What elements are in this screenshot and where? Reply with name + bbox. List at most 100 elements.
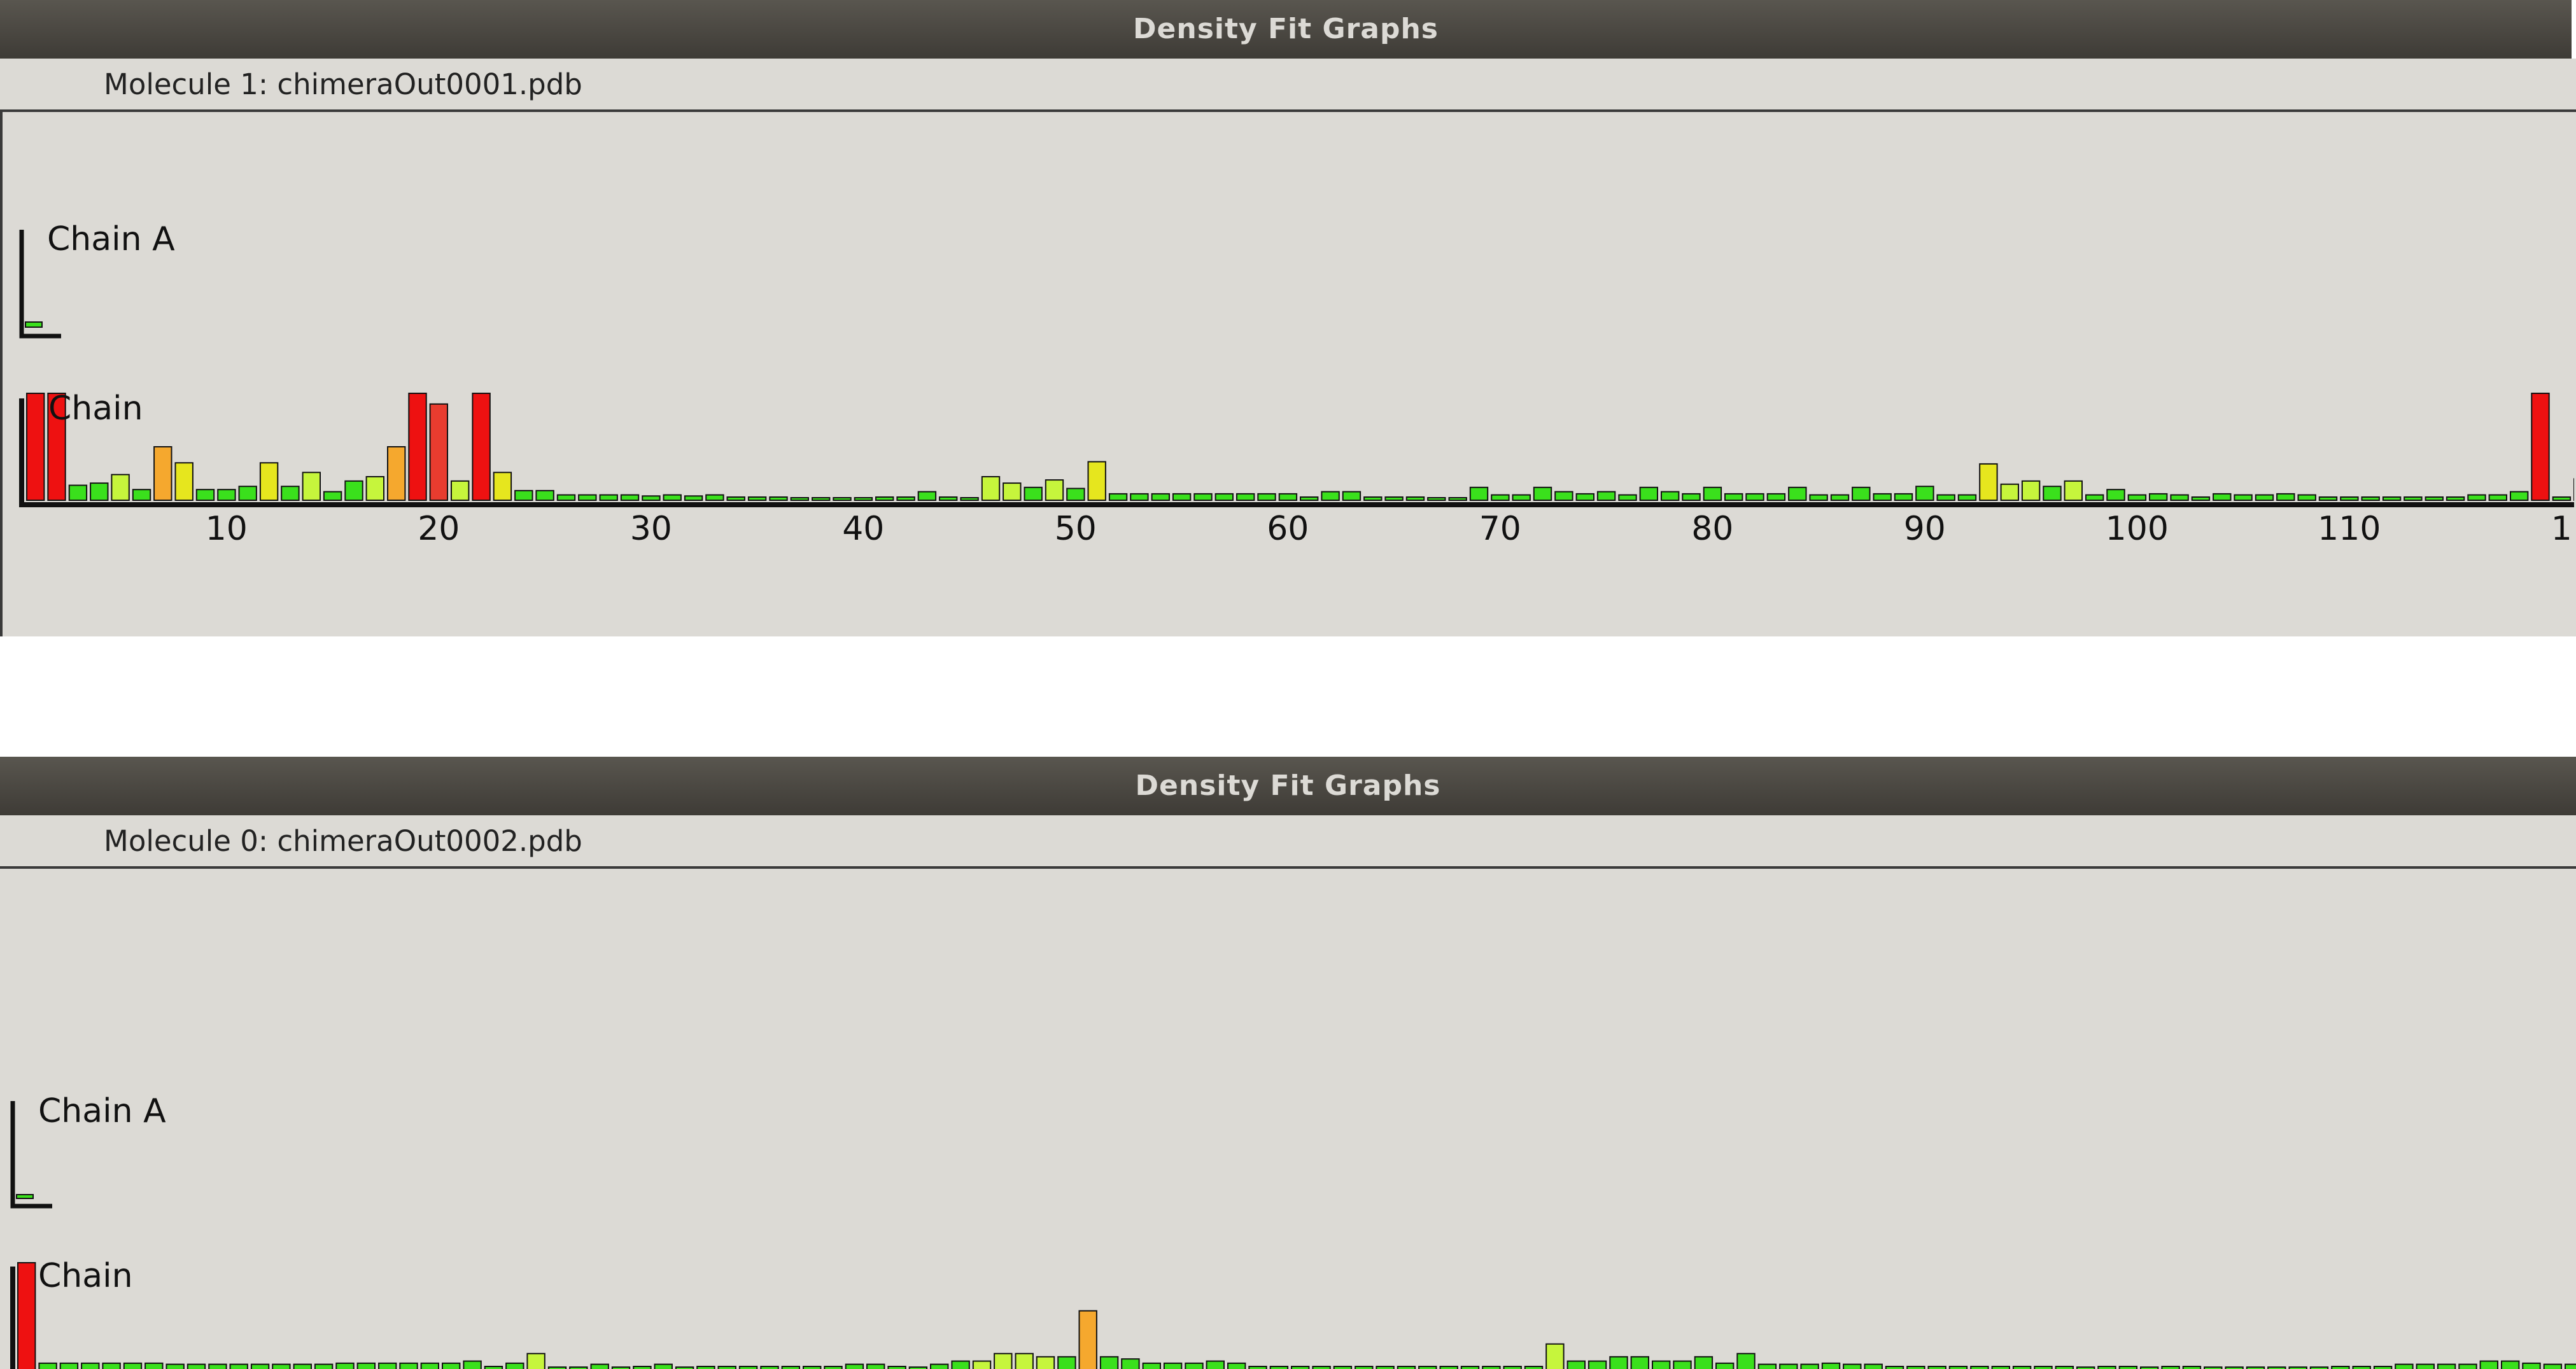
residue-bar[interactable] — [90, 482, 109, 501]
residue-bar[interactable] — [2182, 1366, 2202, 1369]
residue-bar[interactable] — [314, 1363, 334, 1369]
residue-bar[interactable] — [1736, 1352, 1756, 1369]
residue-bar[interactable] — [1460, 1366, 1480, 1369]
residue-bar[interactable] — [590, 1363, 609, 1369]
residue-bar[interactable] — [1830, 494, 1850, 501]
residue-bar[interactable] — [1469, 486, 1489, 501]
residue-bar[interactable] — [442, 1362, 461, 1369]
residue-bar[interactable] — [1652, 1360, 1671, 1369]
residue-bar[interactable] — [1278, 493, 1298, 502]
residue-bar[interactable] — [908, 1366, 928, 1369]
residue-bar[interactable] — [2225, 1366, 2244, 1369]
residue-bar[interactable] — [1024, 486, 1043, 501]
residue-bar[interactable] — [217, 489, 236, 502]
residue-bar[interactable] — [451, 480, 470, 501]
residue-bar[interactable] — [1206, 1360, 1225, 1369]
residue-bar[interactable] — [1630, 1356, 1650, 1369]
residue-bar[interactable] — [1673, 1360, 1692, 1369]
residue-bar[interactable] — [684, 495, 703, 501]
residue-bar[interactable] — [1418, 1366, 1437, 1369]
residue-bar[interactable] — [250, 1363, 270, 1369]
residue-bar[interactable] — [1376, 1366, 1395, 1369]
residue-bar[interactable] — [1342, 491, 1362, 501]
residue-bar[interactable] — [2246, 1366, 2265, 1369]
residue-bar[interactable] — [1257, 493, 1276, 502]
residue-bar[interactable] — [187, 1363, 206, 1369]
residue-bar[interactable] — [1873, 493, 1892, 502]
residue-bar[interactable] — [1312, 1366, 1331, 1369]
residue-bar[interactable] — [111, 474, 130, 502]
residue-bar[interactable] — [281, 486, 300, 502]
density-fit-chart-1[interactable]: Chain A Chain 10 20 30 40 50 60 70 80 90 100 110 1 — [3, 112, 2574, 636]
residue-bar[interactable] — [2318, 496, 2338, 501]
residue-bar[interactable] — [259, 462, 279, 502]
residue-bar[interactable] — [1524, 1366, 1544, 1369]
residue-bar[interactable] — [569, 1366, 588, 1369]
residue-bar[interactable] — [1172, 493, 1192, 502]
residue-bar[interactable] — [556, 494, 576, 501]
residue-bar[interactable] — [2331, 1366, 2350, 1369]
residue-bar[interactable] — [2267, 1366, 2286, 1369]
residue-bar[interactable] — [1269, 1366, 1289, 1369]
residue-bar[interactable] — [1566, 1360, 1586, 1369]
residue-bar[interactable] — [875, 496, 894, 501]
residue-bar[interactable] — [102, 1362, 121, 1369]
residue-bar[interactable] — [1809, 494, 1828, 501]
residue-bar[interactable] — [344, 480, 363, 501]
residue-bar[interactable] — [1163, 1362, 1183, 1369]
residue-bar[interactable] — [887, 1366, 906, 1369]
residue-bar[interactable] — [2395, 1363, 2414, 1369]
residue-bar[interactable] — [620, 494, 640, 501]
residue-bar[interactable] — [1724, 493, 1743, 502]
residue-bar[interactable] — [514, 489, 533, 502]
residue-bar[interactable] — [866, 1363, 885, 1369]
residue-bar[interactable] — [824, 1366, 843, 1369]
residue-bar[interactable] — [1003, 482, 1022, 501]
residue-bar[interactable] — [208, 1363, 227, 1369]
residue-bar[interactable] — [153, 446, 172, 501]
residue-bar[interactable] — [1066, 488, 1085, 501]
residue-bar[interactable] — [633, 1366, 652, 1369]
residue-bar[interactable] — [1099, 1356, 1119, 1369]
residue-bar[interactable] — [2043, 486, 2062, 502]
residue-bar[interactable] — [2097, 1366, 2116, 1369]
residue-bar[interactable] — [2467, 494, 2486, 501]
residue-bar[interactable] — [2416, 1363, 2435, 1369]
residue-bar[interactable] — [1885, 1366, 1904, 1369]
residue-bar[interactable] — [1779, 1363, 1798, 1369]
residue-bar[interactable] — [939, 496, 958, 501]
residue-bar[interactable] — [1554, 491, 1573, 501]
residue-bar[interactable] — [1906, 1366, 1925, 1369]
residue-bar[interactable] — [1694, 1356, 1714, 1369]
residue-bar[interactable] — [1036, 1356, 1055, 1369]
residue-bar[interactable] — [1979, 463, 1998, 502]
residue-bar[interactable] — [2404, 496, 2423, 501]
residue-bar[interactable] — [1427, 497, 1446, 501]
residue-bar[interactable] — [2255, 494, 2274, 501]
residue-bar[interactable] — [2161, 1366, 2180, 1369]
residue-bar[interactable] — [896, 496, 915, 501]
residue-bar[interactable] — [1703, 486, 1722, 501]
residue-bar[interactable] — [132, 489, 151, 502]
residue-bar[interactable] — [981, 476, 1001, 501]
residue-bar[interactable] — [2118, 1366, 2138, 1369]
residue-bar[interactable] — [1936, 494, 1955, 501]
window-title-bar[interactable]: Density Fit Graphs — [0, 0, 2572, 59]
residue-bar[interactable] — [2488, 494, 2508, 501]
residue-bar[interactable] — [663, 494, 682, 501]
residue-bar[interactable] — [845, 1363, 864, 1369]
residue-bar[interactable] — [1788, 486, 1807, 501]
residue-bar[interactable] — [195, 489, 215, 502]
residue-bar[interactable] — [1482, 1366, 1501, 1369]
residue-bar[interactable] — [1405, 496, 1425, 501]
residue-bar[interactable] — [1800, 1363, 1819, 1369]
residue-bar[interactable] — [2446, 496, 2465, 501]
residue-bar[interactable] — [2276, 493, 2295, 502]
residue-bar[interactable] — [378, 1362, 397, 1369]
residue-bar[interactable] — [1587, 1360, 1607, 1369]
residue-bar[interactable] — [293, 1363, 313, 1369]
residue-bar[interactable] — [1384, 496, 1404, 501]
